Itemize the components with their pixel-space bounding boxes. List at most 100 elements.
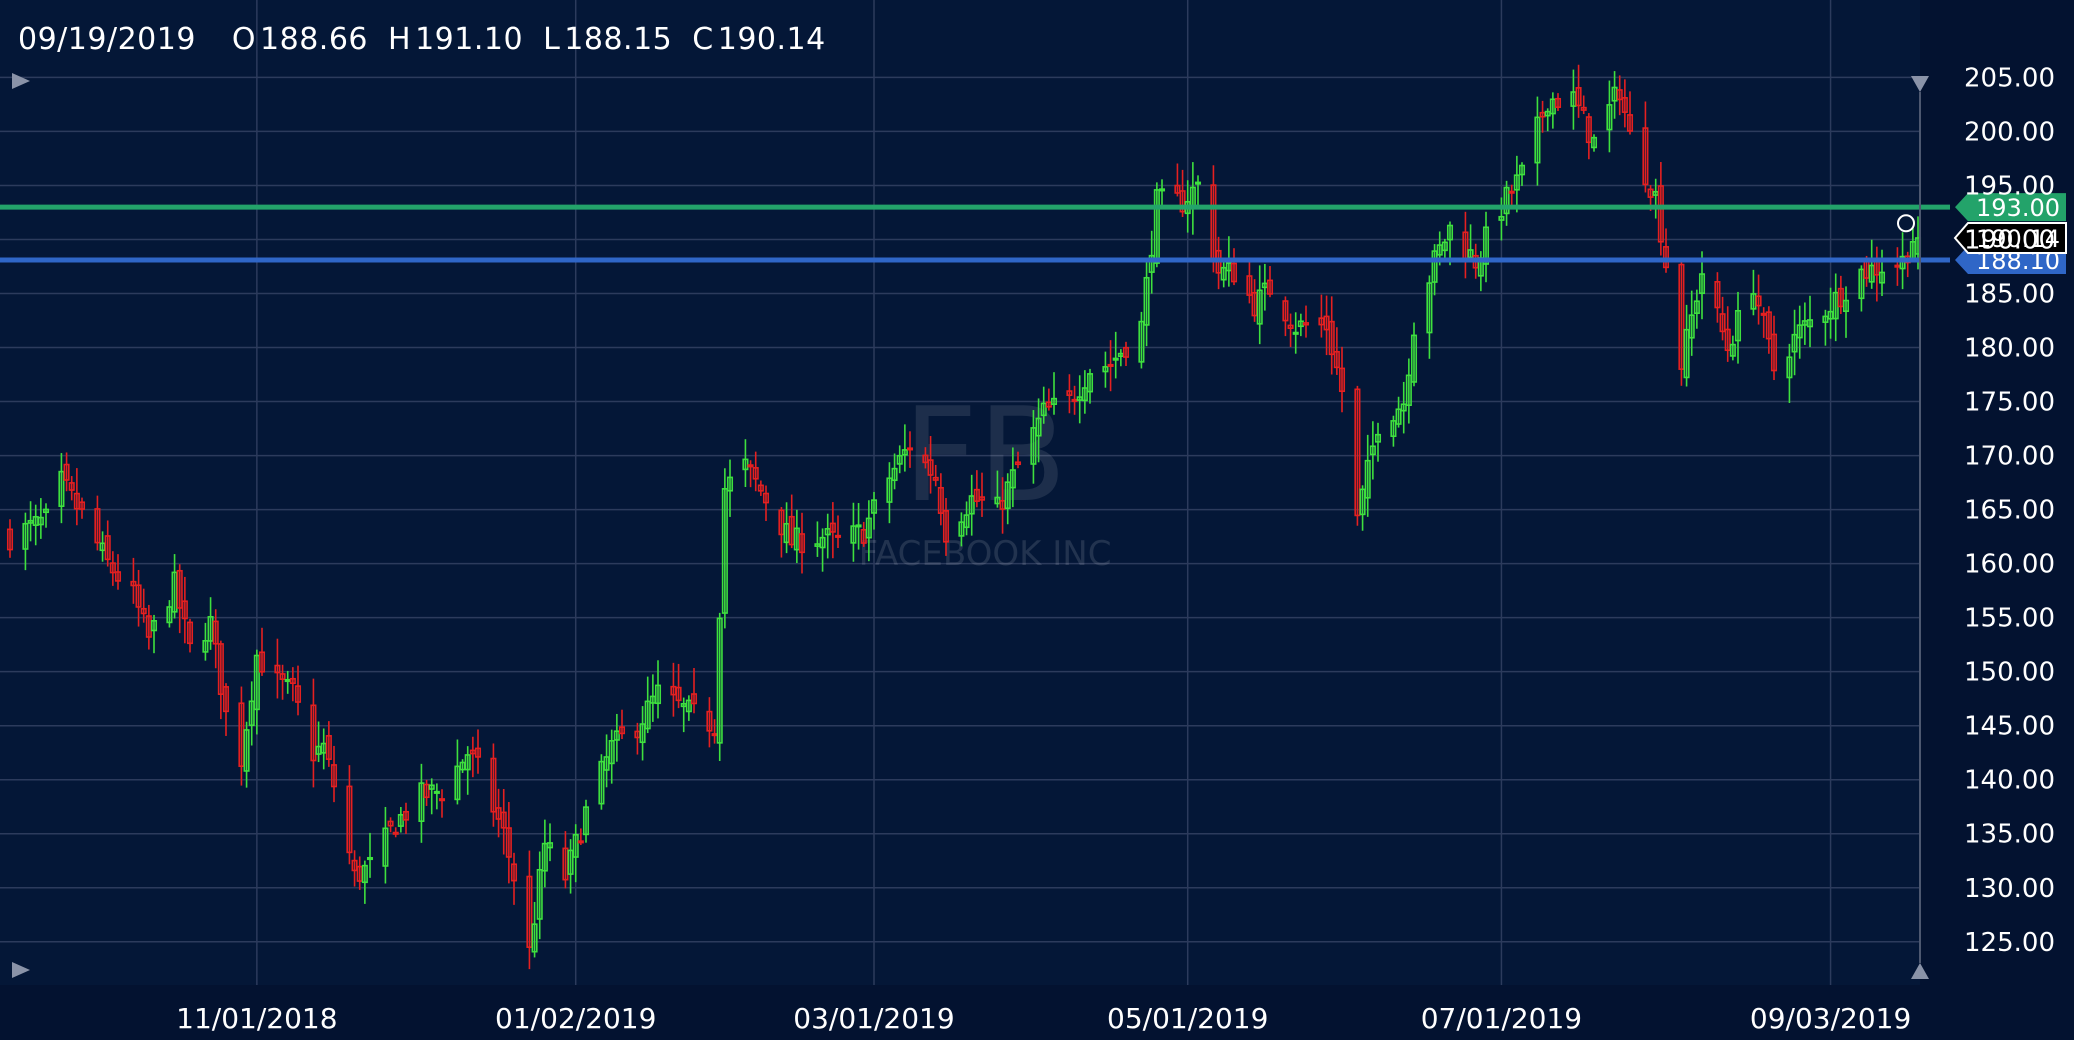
candle-up [546, 842, 554, 849]
candle-down [1174, 184, 1181, 194]
candle-down [510, 863, 518, 882]
candle-down [834, 534, 842, 538]
candle-down [942, 510, 950, 543]
candle-up [428, 784, 435, 790]
candle-up [1220, 266, 1227, 281]
candle-down [176, 569, 183, 609]
scroll-up-icon[interactable] [1911, 963, 1929, 979]
candle-down [618, 726, 626, 735]
candle-down [1328, 320, 1335, 356]
y-tick-label: 200.00 [1964, 117, 2055, 147]
candle-down [1585, 116, 1592, 144]
candle-down [1302, 322, 1310, 326]
refresh-icon[interactable] [1897, 214, 1915, 233]
candle-up [366, 856, 374, 861]
candle-up [253, 654, 260, 711]
candle-up [958, 521, 965, 537]
candle-up [243, 729, 250, 772]
candle-down [94, 508, 101, 544]
candle-down [778, 509, 785, 536]
candle-down [1287, 324, 1294, 330]
candle-up [1138, 320, 1145, 363]
x-axis: 11/01/2018 01/02/2019 03/01/2019 05/01/2019… [176, 1002, 1911, 1035]
open-value: 188.66 [260, 22, 369, 57]
candle-up [1858, 268, 1865, 300]
candle-up [968, 495, 975, 515]
candle-up [1431, 250, 1438, 283]
candle-down [711, 733, 718, 737]
candle-up [644, 700, 651, 730]
candle-down [1765, 311, 1772, 340]
candle-down [1837, 287, 1844, 308]
candle-down [351, 859, 358, 872]
candle-up [1878, 271, 1886, 284]
y-tick-label: 180.00 [1964, 334, 2055, 364]
candle-down [104, 535, 111, 561]
ohlc-readout: 09/19/2019 O 188.66 H 191.10 L 188.15 C … [18, 22, 826, 57]
scroll-left-top-icon[interactable] [12, 73, 30, 89]
y-tick-label: 185.00 [1964, 280, 2055, 310]
candle-up [1806, 319, 1814, 328]
candle-down [130, 580, 137, 587]
last-price-label: 190.14 [1976, 225, 2060, 253]
x-tick-label: 11/01/2018 [176, 1002, 337, 1035]
candle-up [1086, 373, 1094, 393]
x-tick-label: 09/03/2019 [1750, 1002, 1911, 1035]
candle-up [541, 842, 548, 872]
candle-up [819, 536, 826, 549]
candle-up [608, 739, 615, 765]
candle-down [690, 693, 698, 705]
candle-up [1441, 241, 1448, 252]
candle-down [289, 677, 296, 685]
candle-down [675, 686, 682, 702]
candle-up [1734, 309, 1742, 342]
candle-up [22, 522, 29, 550]
candle-down [706, 710, 713, 732]
y-tick-label: 150.00 [1964, 658, 2055, 688]
y-tick-label: 170.00 [1964, 442, 2055, 472]
candle-up [454, 765, 461, 801]
y-axis-panel [1920, 0, 2074, 985]
candle-down [922, 454, 929, 464]
candle-down [798, 533, 806, 554]
candle-down [1014, 461, 1022, 466]
candle-up [963, 514, 970, 529]
candle-down [222, 686, 230, 713]
candle-up [1518, 164, 1526, 176]
scroll-left-bottom-icon[interactable] [12, 962, 30, 978]
candle-down [294, 685, 302, 703]
candle-down [310, 704, 317, 762]
candle-down [505, 827, 512, 858]
candle-down [577, 840, 584, 844]
candle-down [1282, 300, 1289, 322]
candle-up [464, 754, 471, 771]
candle-up [150, 620, 158, 632]
candle-up [1683, 328, 1690, 379]
candle-down [1760, 312, 1767, 316]
candle-down [474, 747, 482, 758]
candle-down [217, 643, 224, 695]
candle-up [531, 923, 538, 953]
high-value: 191.10 [415, 22, 524, 57]
y-tick-label: 135.00 [1964, 820, 2055, 850]
candle-down [181, 600, 188, 620]
candle-down [114, 571, 122, 582]
x-tick-label: 01/02/2019 [495, 1002, 656, 1035]
candle-up [1359, 488, 1366, 516]
scroll-down-icon[interactable] [1911, 76, 1929, 92]
candle-down [438, 798, 446, 802]
candle-up [654, 684, 662, 705]
candle-down [186, 621, 194, 645]
candle-down [747, 464, 754, 468]
candle-up [37, 516, 44, 526]
candle-up [1390, 420, 1397, 438]
candle-up [382, 827, 389, 867]
candle-down [927, 459, 934, 476]
candle-down [73, 492, 80, 510]
candle-up [1698, 273, 1706, 294]
close-label: C [692, 22, 714, 57]
